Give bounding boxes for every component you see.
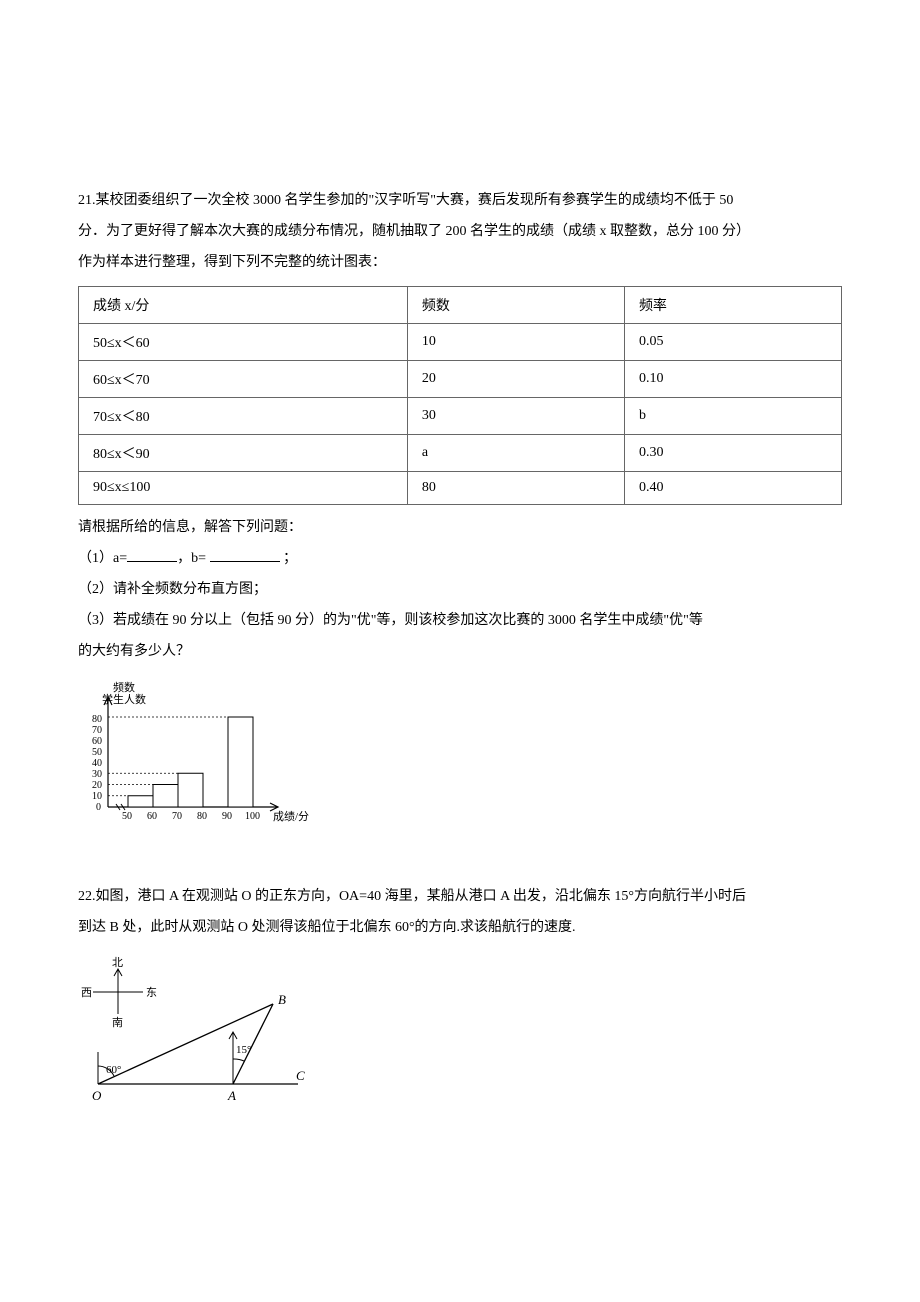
svg-text:50: 50 — [92, 747, 102, 758]
nav-svg: 北 南 西 东 60° 15° O A B C — [78, 954, 308, 1114]
q21-sub3-line1: （3）若成绩在 90 分以上（包括 90 分）的为"优"等，则该校参加这次比赛的… — [78, 606, 842, 637]
q21-intro-line2: 分．为了更好得了解本次大赛的成绩分布情况，随机抽取了 200 名学生的成绩（成绩… — [78, 217, 842, 248]
q21-sub1: （1）a=，b= ； — [78, 544, 842, 575]
label-west: 西 — [81, 987, 92, 999]
table-header-row: 成绩 x/分 频数 频率 — [79, 287, 842, 324]
blank-b — [210, 548, 280, 562]
svg-text:50: 50 — [122, 811, 132, 822]
angle-arc-A — [233, 1059, 244, 1061]
angle-15: 15° — [236, 1044, 251, 1056]
table-row: 50≤x＜60 10 0.05 — [79, 324, 842, 361]
table-row: 80≤x＜90 a 0.30 — [79, 435, 842, 472]
blank-a — [127, 548, 177, 562]
histogram-svg: 频数 学生人数 0 10 20 30 40 50 60 70 80 — [78, 677, 313, 827]
svg-text:40: 40 — [92, 758, 102, 769]
svg-text:90: 90 — [222, 811, 232, 822]
table-row: 60≤x＜70 20 0.10 — [79, 361, 842, 398]
label-north: 北 — [112, 956, 123, 969]
svg-text:70: 70 — [172, 811, 182, 822]
th-score: 成绩 x/分 — [79, 287, 408, 324]
score-table: 成绩 x/分 频数 频率 50≤x＜60 10 0.05 60≤x＜70 20 … — [78, 286, 842, 505]
label-A: A — [227, 1088, 236, 1103]
label-B: B — [278, 992, 286, 1007]
svg-text:80: 80 — [92, 714, 102, 725]
svg-text:0: 0 — [96, 802, 101, 813]
table-row: 90≤x≤100 80 0.40 — [79, 472, 842, 505]
th-freq: 频数 — [407, 287, 624, 324]
x-ticks: 50 60 70 80 90 100 — [122, 811, 260, 822]
svg-text:60: 60 — [147, 811, 157, 822]
q21-intro-line3: 作为样本进行整理，得到下列不完整的统计图表： — [78, 248, 842, 279]
bar-50-60 — [128, 796, 153, 807]
q21-prompt: 请根据所给的信息，解答下列问题： — [78, 513, 842, 544]
svg-text:20: 20 — [92, 780, 102, 791]
x-axis-label: 成绩/分 — [273, 810, 309, 823]
q21-sub3-line2: 的大约有多少人？ — [78, 637, 842, 668]
bar-70-80 — [178, 774, 203, 808]
q21-intro1: 某校团委组织了一次全校 3000 名学生参加的"汉字听写"大赛，赛后发现所有参赛… — [96, 193, 734, 208]
bar-90-100 — [228, 717, 253, 807]
svg-text:80: 80 — [197, 811, 207, 822]
q21-intro-line1: 21.某校团委组织了一次全校 3000 名学生参加的"汉字听写"大赛，赛后发现所… — [78, 186, 842, 217]
q22-number: 22. — [78, 889, 96, 904]
angle-60: 60° — [106, 1064, 121, 1076]
bar-60-70 — [153, 785, 178, 808]
svg-text:10: 10 — [92, 791, 102, 802]
th-rate: 频率 — [624, 287, 841, 324]
table-row: 70≤x＜80 30 b — [79, 398, 842, 435]
svg-text:30: 30 — [92, 769, 102, 780]
y-ticks: 0 10 20 30 40 50 60 70 80 — [92, 714, 102, 813]
svg-text:60: 60 — [92, 736, 102, 747]
q21-sub2: （2）请补全频数分布直方图； — [78, 575, 842, 606]
histogram: 频数 学生人数 0 10 20 30 40 50 60 70 80 — [78, 677, 842, 832]
label-O: O — [92, 1088, 102, 1103]
label-C: C — [296, 1068, 305, 1083]
label-south: 南 — [112, 1016, 123, 1029]
q22-line2: 到达 B 处，此时从观测站 O 处测得该船位于北偏东 60°的方向.求该船航行的… — [78, 913, 842, 944]
q21-number: 21. — [78, 193, 96, 208]
problem-21: 21.某校团委组织了一次全校 3000 名学生参加的"汉字听写"大赛，赛后发现所… — [78, 186, 842, 832]
problem-22: 22.如图，港口 A 在观测站 O 的正东方向，OA=40 海里，某船从港口 A… — [78, 882, 842, 1119]
svg-text:70: 70 — [92, 725, 102, 736]
q22-line1: 22.如图，港口 A 在观测站 O 的正东方向，OA=40 海里，某船从港口 A… — [78, 882, 842, 913]
navigation-diagram: 北 南 西 东 60° 15° O A B C — [78, 954, 842, 1119]
label-east: 东 — [146, 986, 157, 999]
y-label-1: 频数 — [113, 680, 135, 694]
svg-text:100: 100 — [245, 811, 260, 822]
